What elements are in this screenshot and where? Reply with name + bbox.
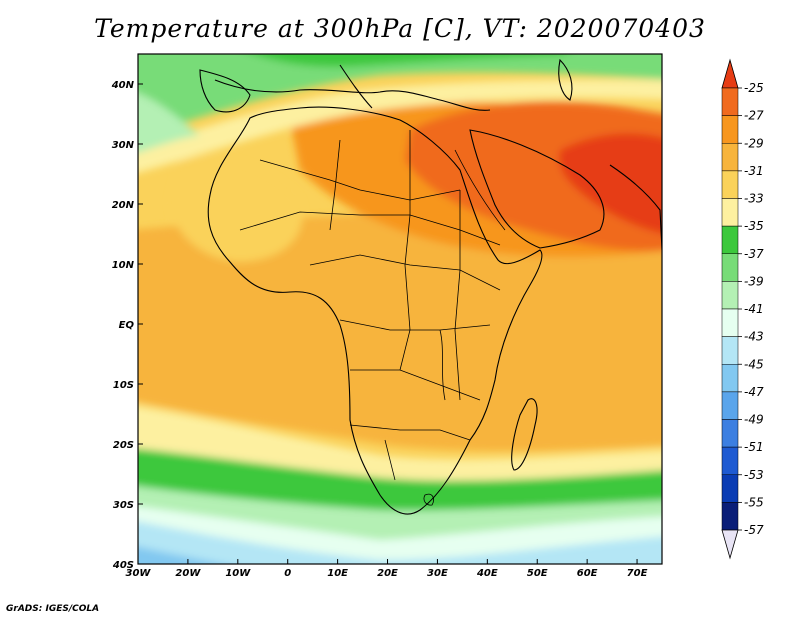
lesotho [423, 493, 434, 506]
field-far-south-blue [138, 546, 224, 564]
lat-tick-label: 40N [111, 80, 135, 91]
colorbar-swatch [721, 391, 739, 420]
colorbar-label: -43 [744, 330, 764, 344]
colorbar-swatch [721, 419, 739, 448]
lon-tick-label: 20W [175, 568, 201, 579]
colorbar-label: -29 [744, 136, 764, 150]
colorbar-label: -51 [744, 440, 764, 454]
map-axes: 30W 20W 10W 0 10E 20E 30E 40E 50E 60E 70E 40N 30N 20N… [111, 80, 648, 579]
colorbar-under-arrow [721, 529, 739, 560]
border-sahel [239, 211, 501, 246]
lat-tick-label: 30N [112, 140, 135, 151]
lat-tick-label: 10S [113, 380, 134, 391]
map-title: Temperature at 300hPa [C], VT: 202007040… [94, 14, 706, 43]
lon-tick-label: 70E [627, 568, 648, 579]
arabian-peninsula [469, 129, 605, 249]
border-meridional-3 [454, 190, 461, 401]
credit-label: GrADS: IGES/COLA [6, 604, 100, 614]
colorbar-swatch [721, 143, 739, 172]
colorbar-swatch [721, 308, 739, 337]
colorbar-swatch [721, 336, 739, 365]
colorbar-label: -37 [744, 247, 764, 261]
field-north-edge [138, 54, 662, 138]
lon-tick-label: 40E [476, 568, 498, 579]
lat-tick-label: 20S [113, 440, 134, 451]
colorbar-label: -49 [744, 413, 764, 427]
field-west-africa [170, 156, 303, 262]
lon-tick-label: 30W [126, 568, 152, 579]
colorbar-swatch [721, 474, 739, 503]
lat-tick-label: 10N [112, 260, 135, 271]
colorbar-label: -53 [744, 468, 764, 482]
field-southern-subtropics [138, 406, 662, 481]
field-mediterranean [138, 79, 662, 173]
colorbar-label: -45 [744, 357, 764, 371]
field-arabia-india [559, 133, 662, 234]
colorbar-label: -57 [744, 523, 764, 537]
temperature-field [138, 54, 662, 564]
lat-tick-label: 20N [112, 200, 135, 211]
india-coast [609, 164, 662, 251]
madagascar [511, 398, 538, 471]
border-southern [349, 424, 471, 441]
plot-frame [137, 53, 663, 565]
colorbar-label: -25 [744, 81, 764, 95]
lon-tick-label: 10E [327, 568, 348, 579]
colorbar-swatch [721, 170, 739, 199]
lat-tick-label: 30S [113, 500, 134, 511]
colorbar-over-arrow [721, 58, 739, 89]
colorbar-label: -33 [744, 192, 764, 206]
field-north-jet [253, 54, 563, 67]
colorbar-swatch [721, 281, 739, 310]
italy [339, 64, 373, 109]
great-lakes [439, 329, 446, 401]
colorbar-swatch [721, 87, 739, 116]
lon-tick-label: 0 [284, 568, 291, 579]
colorbar-swatch [721, 253, 739, 282]
lon-tick-label: 30E [427, 568, 448, 579]
lat-tick-label: 40S [112, 560, 134, 571]
colorbar-swatch [721, 502, 739, 531]
colorbar-swatch [721, 225, 739, 254]
border-equatorial [339, 319, 491, 331]
iberia [199, 69, 251, 113]
colorbar-label: -27 [744, 109, 764, 123]
colorbar-label: -39 [744, 274, 764, 288]
colorbar-label: -41 [744, 302, 764, 316]
lon-tick-label: 60E [577, 568, 598, 579]
border-n-africa [259, 159, 461, 201]
red-sea [454, 149, 506, 231]
caspian-sea [558, 58, 573, 101]
country-borders [239, 130, 506, 506]
colorbar-label: -47 [744, 385, 764, 399]
europe-coast [214, 79, 491, 111]
lon-tick-label: 50E [527, 568, 548, 579]
border-meridional-2 [329, 139, 341, 231]
colorbar: -25 -27 -29 -31 -33 -35 -37 -39 -41 -43 -45 -47 -49 -… [721, 58, 764, 560]
border-meridional-1 [399, 130, 411, 371]
field-north-light [138, 93, 200, 153]
lat-tick-label: EQ [119, 320, 135, 331]
colorbar-swatch [721, 364, 739, 393]
border-meridional-4 [384, 439, 396, 481]
lon-tick-label: 20E [377, 568, 398, 579]
border-south-central [350, 369, 481, 401]
lon-tick-label: 10W [225, 568, 251, 579]
colorbar-swatch [721, 115, 739, 144]
colorbar-swatch [721, 198, 739, 227]
field-far-south [138, 521, 662, 564]
colorbar-label: -55 [744, 495, 764, 509]
border-central [309, 254, 501, 291]
colorbar-swatch [721, 446, 739, 475]
colorbar-label: -31 [744, 164, 764, 178]
colorbar-label: -35 [744, 219, 764, 233]
field-tropics [138, 202, 662, 451]
